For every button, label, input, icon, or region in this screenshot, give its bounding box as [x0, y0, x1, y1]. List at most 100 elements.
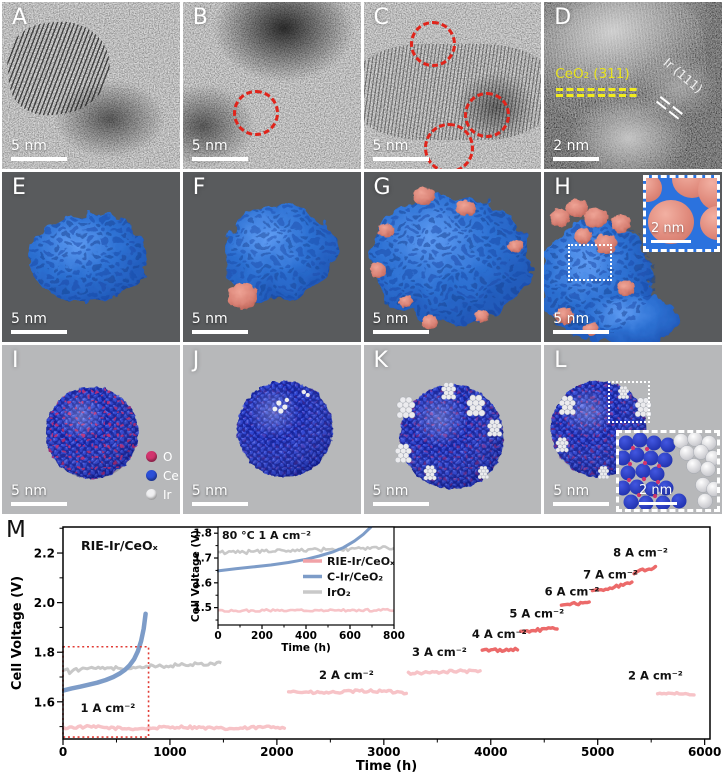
ceo2-plane-marker [556, 88, 640, 91]
panel-F: F 5 nm [182, 172, 361, 342]
panel-A: A 5 nm [2, 2, 180, 169]
svg-text:RIE-Ir/CeOₓ: RIE-Ir/CeOₓ [327, 555, 395, 568]
svg-text:800: 800 [383, 630, 405, 642]
reconstruction-G [369, 187, 530, 329]
ir-particle [646, 178, 662, 202]
svg-text:3 A cm⁻²: 3 A cm⁻² [412, 645, 467, 659]
scale-bar: 2 nm [553, 138, 600, 161]
svg-text:Cell Voltage (V): Cell Voltage (V) [190, 530, 202, 622]
scale-text: 5 nm [11, 483, 47, 499]
scale-line [191, 157, 248, 161]
panel-H: 2 nm H 5 nm [544, 172, 722, 342]
panel-letter: E [12, 175, 26, 200]
scale-text: 5 nm [191, 311, 228, 327]
svg-text:1.7: 1.7 [193, 553, 212, 565]
ir-atom-swatch [146, 489, 157, 500]
o-atom-swatch [146, 451, 157, 462]
svg-text:1.6: 1.6 [193, 577, 212, 589]
inset-scale-text: 2 nm [651, 221, 685, 236]
svg-text:RIE-Ir/CeOₓ: RIE-Ir/CeOₓ [81, 538, 159, 553]
panel-letter: A [12, 5, 28, 30]
o-atoms [626, 445, 662, 499]
ir-particles [369, 187, 524, 329]
panel-J: J 5 nm [182, 345, 361, 514]
svg-text:1000: 1000 [153, 745, 186, 759]
panel-E: E 5 nm [2, 172, 180, 342]
svg-text:Time (h): Time (h) [356, 759, 417, 774]
scale-bar: 5 nm [372, 311, 429, 334]
scale-line [553, 157, 600, 161]
ceo2-plane-marker [556, 94, 640, 97]
scale-bar: 5 nm [372, 483, 429, 506]
scale-line [372, 330, 429, 334]
svg-text:4000: 4000 [474, 745, 507, 759]
scale-text: 2 nm [553, 138, 590, 154]
ir-particle [698, 178, 717, 210]
svg-text:2 A cm⁻²: 2 A cm⁻² [628, 668, 683, 682]
legend-label: Ce [163, 468, 179, 483]
ir-particle [700, 206, 717, 240]
svg-text:2.2: 2.2 [34, 547, 55, 561]
panel-letter: M [6, 517, 26, 543]
panel-M: M 0 1000 2000 3000 4000 5000 6000 1.6 1.8 2.0 2.2 T… [0, 517, 724, 781]
ce-atom-swatch [146, 470, 157, 481]
svg-text:2000: 2000 [260, 745, 293, 759]
svg-text:Time (h): Time (h) [281, 642, 331, 654]
scale-text: 5 nm [553, 311, 590, 327]
svg-text:7 A cm⁻²: 7 A cm⁻² [583, 567, 638, 581]
scale-bar: 5 nm [11, 484, 67, 506]
row-tomography: E 5 nm F 5 nm [0, 172, 724, 342]
panel-letter: B [192, 5, 208, 30]
panel-G: G 5 nm [363, 172, 542, 342]
scale-line [372, 502, 429, 506]
svg-text:1.6: 1.6 [34, 695, 55, 709]
sphere-shading [399, 385, 504, 489]
panel-letter: L [554, 348, 567, 373]
panel-letter: H [554, 175, 571, 200]
svg-text:6000: 6000 [688, 745, 721, 759]
scale-text: 5 nm [553, 483, 590, 499]
sphere-shading [45, 387, 138, 479]
atom-legend: O Ce Ir [146, 447, 179, 504]
ir-atoms [673, 433, 717, 509]
reconstruction-E [28, 214, 147, 302]
scale-line [553, 330, 610, 334]
panel-letter: J [192, 348, 200, 373]
legend-item-Ir: Ir [146, 485, 179, 504]
legend-label: O [163, 449, 173, 464]
highlight-circle [232, 90, 279, 136]
scale-bar: 5 nm [553, 483, 610, 506]
scale-line [11, 502, 67, 506]
row-atomistic-models: O Ce Ir I 5 nm J 5 nm [0, 345, 724, 514]
row-hrtem: A 5 nm B 5 nm C 5 nm CeO₂ (31 [0, 2, 724, 169]
svg-text:0: 0 [214, 630, 221, 642]
degradation-chart: 0 1000 2000 3000 4000 5000 60001.61.82.02.2Tim… [10, 526, 721, 774]
svg-text:6 A cm⁻²: 6 A cm⁻² [545, 585, 600, 599]
scale-bar: 5 nm [11, 312, 67, 334]
scale-line [553, 502, 610, 506]
scale-text: 5 nm [372, 138, 409, 154]
model-J [236, 381, 333, 477]
zoom-inset: 2 nm [643, 175, 720, 252]
scale-line [191, 502, 248, 506]
legend-item-O: O [146, 447, 179, 466]
scale-text: 5 nm [11, 311, 47, 327]
scale-text: 5 nm [372, 483, 409, 499]
svg-text:1.8: 1.8 [34, 646, 55, 660]
scale-text: 5 nm [191, 483, 228, 499]
svg-text:400: 400 [295, 630, 317, 642]
svg-text:3000: 3000 [367, 745, 400, 759]
svg-text:1 A cm⁻²: 1 A cm⁻² [81, 701, 136, 715]
panel-letter: F [192, 175, 206, 200]
panel-L: 2 nm L 5 nm [544, 345, 722, 514]
svg-text:200: 200 [251, 630, 273, 642]
scale-bar: 5 nm [372, 138, 429, 161]
ceox-particle [28, 214, 147, 302]
reconstruction-F [223, 203, 336, 309]
scale-text: 5 nm [372, 311, 409, 327]
ir-particle [648, 200, 694, 244]
zoom-region-box [608, 381, 651, 423]
inset-scale-line [651, 240, 691, 243]
scale-bar: 5 nm [11, 139, 67, 161]
